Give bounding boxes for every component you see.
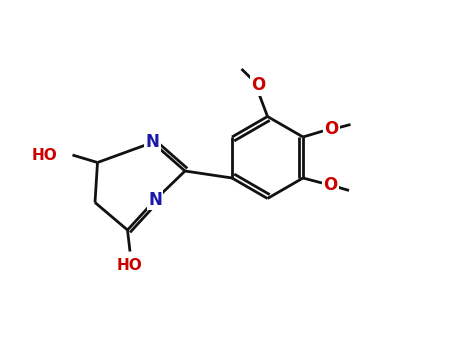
Text: O: O	[324, 120, 339, 139]
Text: N: N	[148, 191, 162, 209]
Text: N: N	[146, 133, 159, 152]
Text: O: O	[251, 77, 266, 95]
Text: HO: HO	[117, 258, 143, 273]
Text: O: O	[324, 176, 338, 194]
Text: HO: HO	[32, 147, 57, 162]
